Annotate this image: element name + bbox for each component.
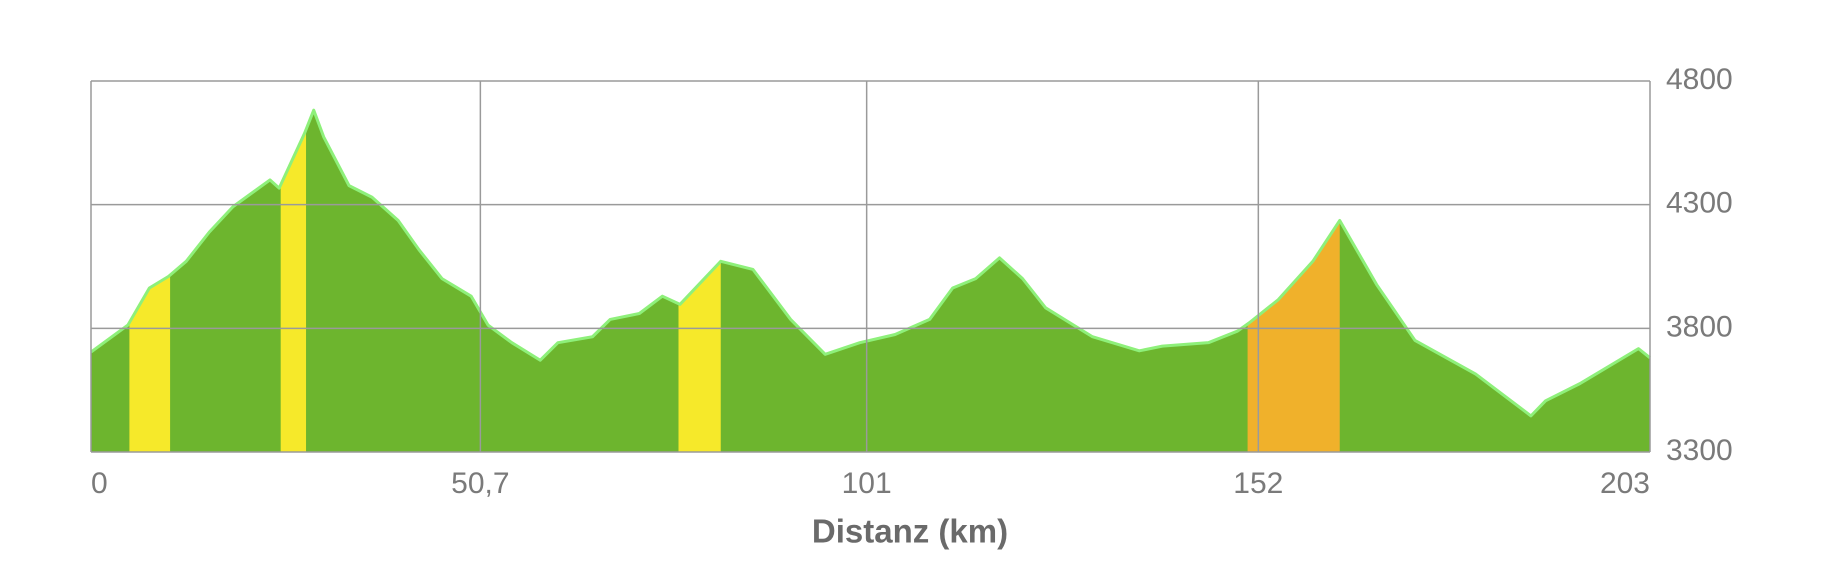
x-tick-label: 101 [842, 467, 892, 500]
y-tick-label: 3800 [1666, 310, 1733, 343]
elevation-area [91, 110, 1650, 452]
y-tick-label: 4300 [1666, 187, 1733, 220]
highlight-segment [1247, 220, 1340, 452]
y-tick-label: 4800 [1666, 63, 1733, 96]
x-axis-title: Distanz (km) [812, 513, 1008, 550]
highlight-segment [280, 129, 307, 452]
x-tick-label: 152 [1233, 467, 1283, 500]
highlight-segment [678, 261, 721, 452]
y-tick-label: 3300 [1666, 434, 1733, 467]
x-tick-label: 50,7 [451, 467, 509, 500]
highlight-segment [129, 275, 171, 452]
x-tick-label: 0 [91, 467, 108, 500]
x-tick-label: 203 [1600, 467, 1650, 500]
elevation-line [90, 108, 1651, 418]
